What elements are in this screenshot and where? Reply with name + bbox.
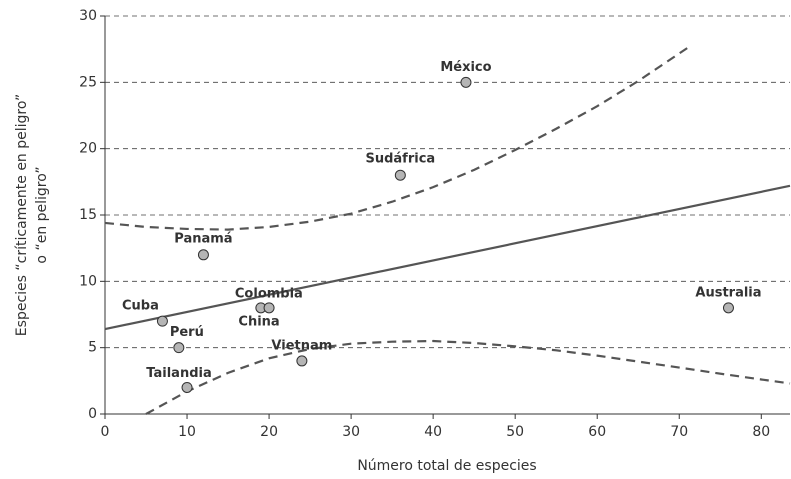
- x-tick-label: 80: [752, 424, 770, 440]
- point-label: México: [440, 60, 491, 75]
- data-point: [460, 76, 472, 88]
- point-label: China: [238, 314, 279, 329]
- x-tick-label: 0: [101, 424, 110, 440]
- point-label: Panamá: [174, 231, 232, 246]
- y-tick-label: 25: [79, 74, 97, 90]
- x-tick-label: 70: [670, 424, 688, 440]
- point-label: Colombia: [235, 286, 303, 301]
- x-tick-label: 30: [342, 424, 360, 440]
- data-point: [296, 355, 308, 367]
- y-axis-label: Especies “críticamente en peligro”: [14, 94, 30, 336]
- data-point: [722, 302, 734, 314]
- data-point: [197, 249, 209, 261]
- lower-band: [145, 339, 791, 415]
- x-tick-label: 50: [506, 424, 524, 440]
- y-tick-label: 0: [88, 406, 97, 422]
- point-label: Australia: [695, 285, 761, 300]
- data-point: [173, 342, 185, 354]
- y-tick-label: 30: [79, 8, 97, 24]
- y-tick-label: 20: [79, 141, 97, 157]
- point-label: Sudáfrica: [365, 152, 435, 167]
- upper-band: [104, 44, 693, 231]
- data-point: [263, 302, 275, 314]
- y-tick-label: 10: [79, 273, 97, 289]
- data-point: [156, 315, 168, 327]
- point-label: Vietnam: [271, 338, 332, 353]
- point-label: Cuba: [122, 299, 159, 314]
- regression-line: [104, 184, 791, 331]
- x-tick-label: 10: [178, 424, 196, 440]
- y-tick-label: 15: [79, 207, 97, 223]
- point-label: Perú: [170, 325, 204, 340]
- y-axis-label: o “en peligro”: [34, 166, 50, 263]
- data-point: [394, 169, 406, 181]
- point-label: Tailandia: [146, 366, 211, 381]
- x-tick-label: 40: [424, 424, 442, 440]
- y-tick-label: 5: [88, 340, 97, 356]
- x-tick-label: 20: [260, 424, 278, 440]
- x-tick-label: 60: [588, 424, 606, 440]
- data-point: [181, 381, 193, 393]
- x-axis-label: Número total de especies: [357, 458, 536, 474]
